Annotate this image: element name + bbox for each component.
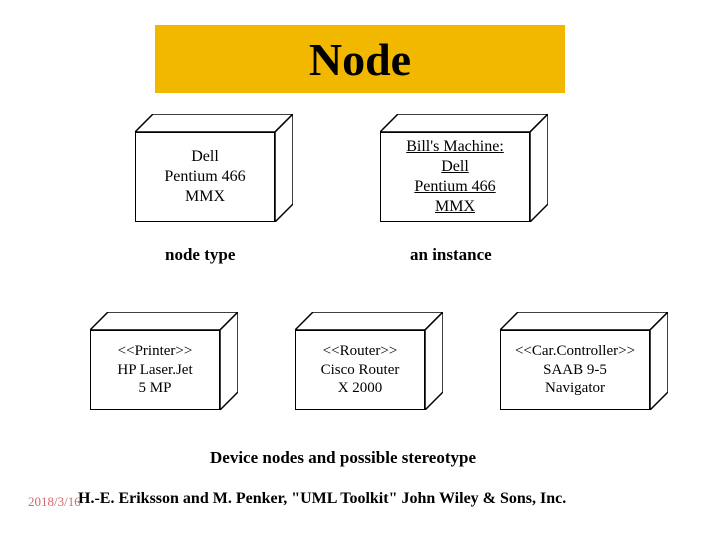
citation-text: H.-E. Eriksson and M. Penker, "UML Toolk… [78,490,566,508]
node-text: Bill's Machine:DellPentium 466MMX [406,137,504,217]
node-cube-bills-machine: Bill's Machine:DellPentium 466MMX [380,114,548,222]
node-cube-router: <<Router>>Cisco RouterX 2000 [295,312,443,410]
node-text: <<Car.Controller>>SAAB 9-5Navigator [515,342,635,398]
node-text: DellPentium 466MMX [164,147,245,207]
node-cube-car-controller: <<Car.Controller>>SAAB 9-5Navigator [500,312,668,410]
node-front: DellPentium 466MMX [135,132,275,222]
title-banner: Node [155,25,565,93]
node-front: Bill's Machine:DellPentium 466MMX [380,132,530,222]
node-cube-dell: DellPentium 466MMX [135,114,293,222]
node-front: <<Car.Controller>>SAAB 9-5Navigator [500,330,650,410]
caption-device-nodes: Device nodes and possible stereotype [210,448,476,468]
node-front: <<Router>>Cisco RouterX 2000 [295,330,425,410]
page-title: Node [309,33,411,86]
node-cube-printer: <<Printer>>HP Laser.Jet5 MP [90,312,238,410]
date-stamp: 2018/3/16 [28,494,81,510]
label-node-type: node type [165,245,235,265]
node-front: <<Printer>>HP Laser.Jet5 MP [90,330,220,410]
node-text: <<Router>>Cisco RouterX 2000 [321,342,400,398]
node-text: <<Printer>>HP Laser.Jet5 MP [117,342,192,398]
label-instance: an instance [410,245,492,265]
